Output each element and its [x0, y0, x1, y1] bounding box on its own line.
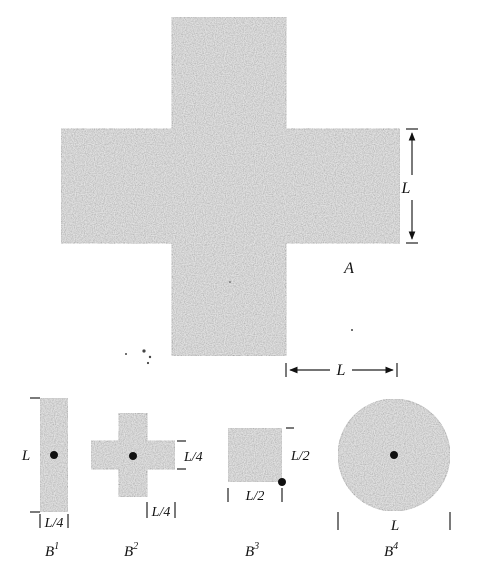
shape-b3-side-label: L/2: [290, 449, 310, 464]
shape-b4-label: B4: [384, 541, 398, 560]
shape-b4-diameter-label: L: [390, 518, 399, 534]
shape-b3-bottom-label: L/2: [245, 489, 265, 504]
shape-b1: L L/4 B1: [21, 397, 69, 560]
shape-a-cross: [60, 16, 401, 357]
shape-b2: L/4 L/4 B2: [90, 412, 203, 560]
shape-b3: L/2 L/2 B3: [227, 427, 310, 560]
shape-b2-label: B2: [124, 541, 138, 560]
shape-b3-label: B3: [245, 541, 259, 560]
shape-b2-bottom-label: L/4: [151, 505, 171, 520]
shape-b2-center-dot: [129, 452, 137, 460]
shape-a-vertical-dimension: L: [401, 128, 418, 244]
shape-b4: L B4: [337, 398, 451, 560]
shape-a-dim-horizontal-label: L: [336, 362, 346, 379]
scan-specks: [125, 281, 353, 365]
shape-a-horizontal-dimension: L: [285, 362, 398, 379]
shape-b1-width-label: L/4: [44, 516, 64, 531]
shape-b3-corner-dot: [278, 478, 286, 486]
shape-b1-label: B1: [45, 541, 59, 560]
shape-b4-center-dot: [390, 451, 398, 459]
shape-b3-square: [227, 427, 283, 483]
shape-a-label: A: [343, 260, 354, 277]
shape-b1-center-dot: [50, 451, 58, 459]
shape-a-dim-vertical-label: L: [401, 180, 411, 197]
shape-a: L A L: [60, 16, 418, 379]
shape-b2-side-label: L/4: [183, 450, 203, 465]
shape-b1-height-label: L: [21, 448, 30, 464]
